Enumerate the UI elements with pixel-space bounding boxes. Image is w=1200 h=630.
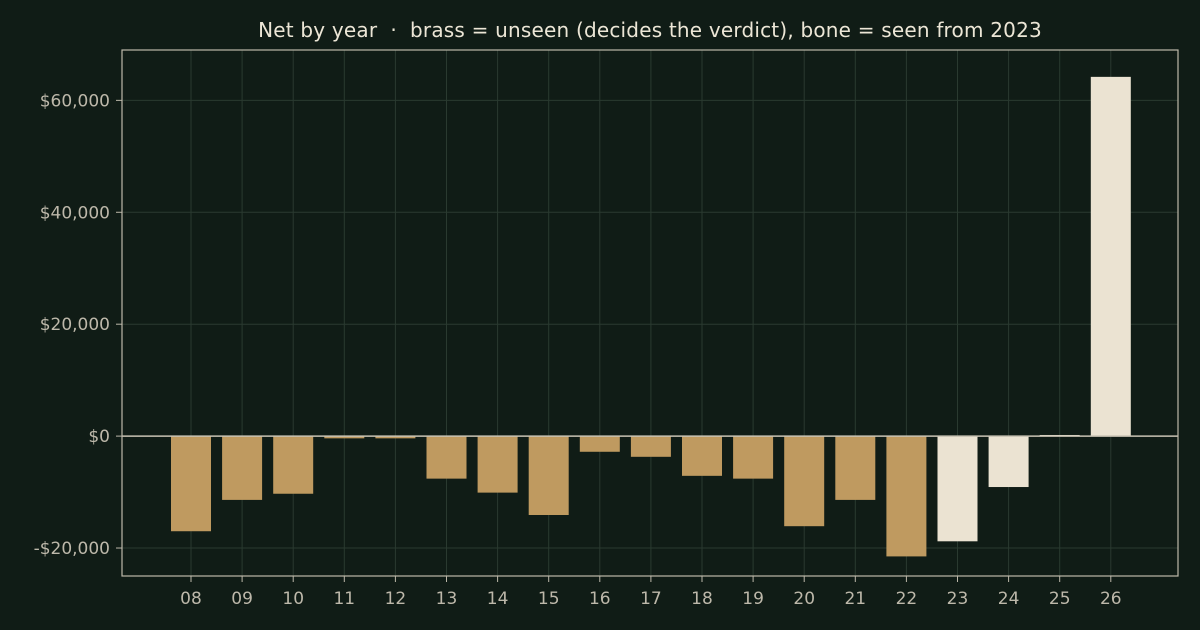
x-tick-label: 19 [742,589,764,609]
x-tick-label: 21 [844,589,866,609]
x-tick-label: 18 [691,589,713,609]
y-tick-label: -$20,000 [34,539,110,559]
x-tick-label: 22 [896,589,918,609]
chart-title: Net by year · brass = unseen (decides th… [258,18,1042,42]
y-tick-label: $20,000 [40,315,110,335]
x-tick-label: 10 [282,589,304,609]
y-tick-label: $60,000 [40,91,110,111]
bar-08 [171,436,211,532]
bar-23 [937,436,978,542]
bar-26 [1090,76,1131,437]
x-tick-label: 16 [589,589,611,609]
plot-frame [121,49,1179,577]
bar-14 [477,436,518,493]
bar-12 [375,436,416,439]
bar-13 [426,436,467,479]
x-tick-label: 20 [793,589,815,609]
bar-16 [579,436,620,452]
x-tick-label: 26 [1100,589,1122,609]
x-tick-label: 12 [385,589,407,609]
x-tick-label: 25 [1049,589,1071,609]
x-tick-label: 17 [640,589,662,609]
bar-24 [988,436,1029,488]
x-tick-label: 08 [180,589,202,609]
bar-19 [733,436,774,479]
bar-22 [886,436,927,557]
x-tick-label: 23 [947,589,969,609]
bar-10 [273,436,314,494]
x-tick-label: 24 [998,589,1020,609]
x-tick-label: 14 [487,589,509,609]
bar-20 [784,436,825,527]
bar-15 [528,436,569,516]
y-tick-label: $40,000 [40,203,110,223]
bar-18 [682,436,722,476]
bar-17 [630,436,671,457]
x-tick-label: 11 [333,589,355,609]
bar-09 [222,436,263,500]
bar-21 [835,436,876,500]
bar-11 [324,436,365,439]
y-tick-label: $0 [88,427,110,447]
x-tick-label: 15 [538,589,560,609]
x-tick-label: 13 [436,589,458,609]
x-tick-label: 09 [231,589,253,609]
